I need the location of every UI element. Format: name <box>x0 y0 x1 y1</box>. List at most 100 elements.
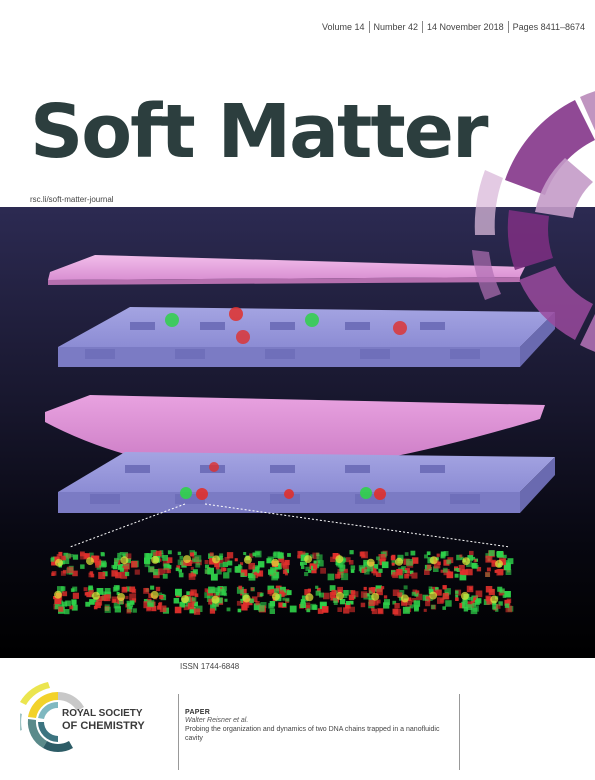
fluorescence-pixel <box>349 606 355 613</box>
fluorescence-pixel <box>80 564 85 569</box>
fluorescence-pixel <box>348 594 355 601</box>
fluorescence-pixel <box>463 569 468 575</box>
fluorescence-pixel <box>240 598 245 604</box>
overlap-spot <box>305 593 314 602</box>
fluorescence-pixel <box>65 600 71 607</box>
fluorescence-pixel <box>342 558 347 562</box>
fluorescence-pixel <box>234 558 238 562</box>
paper-title[interactable]: Probing the organization and dynamics of… <box>185 726 440 742</box>
fluorescence-pixel <box>252 552 257 557</box>
fluorescence-pixel <box>249 553 254 558</box>
fluorescence-pixel <box>505 605 513 613</box>
fluorescence-pixel <box>218 558 224 564</box>
fluorescence-pixel <box>176 565 181 570</box>
fluorescence-pixel <box>455 597 459 601</box>
fluorescence-pixel <box>271 573 279 581</box>
fluorescence-pixel <box>85 601 91 607</box>
fluorescence-pixel <box>96 588 104 595</box>
fluorescence-pixel <box>117 555 122 561</box>
fluorescence-pixel <box>196 559 202 566</box>
fluorescence-pixel <box>392 572 399 579</box>
fluorescence-pixel <box>125 553 132 560</box>
fluorescence-pixel <box>302 599 306 604</box>
fluorescence-pixel <box>143 601 151 609</box>
fluorescence-pixel <box>222 561 228 567</box>
fluorescence-pixel <box>303 561 307 565</box>
fluorescence-pixel <box>454 573 459 578</box>
fluorescence-pixel <box>284 572 288 576</box>
fluorescence-pixel <box>226 552 234 559</box>
fluorescence-pixel <box>503 554 507 559</box>
fluorescence-pixel <box>425 601 431 607</box>
fluorescence-pixel <box>460 556 464 560</box>
fluorescence-pixel <box>470 607 478 615</box>
fluorescence-pixel <box>113 585 120 591</box>
fluorescence-pixel <box>190 566 194 570</box>
fluorescence-pixel <box>238 585 243 590</box>
fluorescence-pixel <box>191 558 196 562</box>
fluorescence-pixel <box>188 573 196 580</box>
fluorescence-pixel <box>255 601 260 606</box>
overlap-spot <box>371 592 380 601</box>
fluorescence-pixel <box>378 554 386 561</box>
fluorescence-pixel <box>93 605 98 610</box>
fluorescence-pixel <box>72 570 78 577</box>
fluorescence-pixel <box>394 603 400 609</box>
fluorescence-pixel <box>153 552 157 557</box>
fluorescence-pixel <box>506 598 512 604</box>
fluorescence-pixel <box>224 557 230 563</box>
fluorescence-pixel <box>151 606 157 612</box>
fluorescence-pixel <box>340 569 345 574</box>
fluorescence-pixel <box>210 604 217 611</box>
fluorescence-pixel <box>83 587 88 592</box>
fluorescence-pixel <box>167 550 172 555</box>
fluorescence-pixel <box>300 554 308 562</box>
fluorescence-pixel <box>376 588 383 596</box>
fluorescence-pixel <box>186 591 190 595</box>
fluorescence-pixel <box>66 566 74 574</box>
featured-paper[interactable]: PAPER Walter Reisner et al. Probing the … <box>178 694 460 770</box>
fluorescence-pixel <box>116 591 120 595</box>
fluorescence-pixel <box>466 604 473 610</box>
overlap-spot <box>151 555 160 564</box>
fluorescence-pixel <box>204 560 209 564</box>
fluorescence-pixel <box>371 608 378 615</box>
fluorescence-pixel <box>269 589 277 596</box>
fluorescence-pixel <box>491 560 498 567</box>
issue-number: Number 42 <box>368 21 423 33</box>
fluorescence-pixel <box>476 567 482 572</box>
fluorescence-pixel <box>426 564 432 570</box>
fluorescence-pixel <box>428 586 433 591</box>
fluorescence-pixel <box>329 591 336 598</box>
overlap-spot <box>212 555 220 564</box>
journal-url[interactable]: rsc.li/soft-matter-journal <box>30 195 114 204</box>
fluorescence-pixel <box>155 586 161 592</box>
fluorescence-pixel <box>443 551 449 556</box>
fluorescence-pixel <box>102 591 106 595</box>
fluorescence-pixel <box>218 588 225 596</box>
fluorescence-pixel <box>384 599 390 606</box>
fluorescence-pixel <box>179 555 184 560</box>
fluorescence-pixel <box>102 562 107 567</box>
overlap-spot <box>495 559 503 568</box>
fluorescence-pixel <box>195 562 201 568</box>
cover-footer: ISSN 1744-6848 ROYAL SOCIETY OF CHEMISTR… <box>0 658 595 780</box>
fluorescence-pixel <box>335 573 341 579</box>
fluorescence-pixel <box>178 572 184 578</box>
fluorescence-pixel <box>215 565 220 570</box>
fluorescence-pixel <box>424 569 430 575</box>
fluorescence-pixel <box>442 592 450 600</box>
fluorescence-pixel <box>373 600 379 606</box>
fluorescence-pixel <box>63 557 70 564</box>
fluorescence-pixel <box>150 585 155 590</box>
fluorescence-pixel <box>103 594 111 602</box>
fluorescence-pixel <box>111 570 118 577</box>
fluorescence-pixel <box>191 596 197 602</box>
fluorescence-pixel <box>146 606 151 612</box>
fluorescence-pixel <box>496 604 501 609</box>
fluorescence-pixel <box>80 553 87 560</box>
fluorescence-pixel <box>327 573 335 581</box>
fluorescence-pixel <box>159 595 164 600</box>
fluorescence-pixel <box>350 590 356 595</box>
fluorescence-pixel <box>398 574 404 579</box>
